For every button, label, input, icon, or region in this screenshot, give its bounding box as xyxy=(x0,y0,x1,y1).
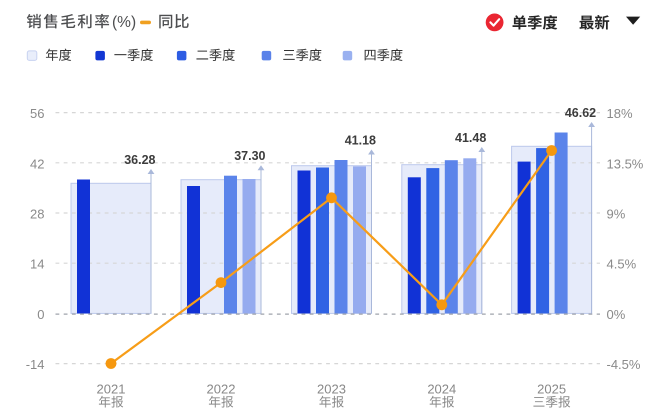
svg-text:41.18: 41.18 xyxy=(345,134,376,148)
svg-text:2021: 2021 xyxy=(97,381,126,396)
svg-text:2025: 2025 xyxy=(537,381,566,396)
svg-text:41.48: 41.48 xyxy=(455,131,486,145)
svg-text:56: 56 xyxy=(30,106,44,121)
svg-text:14: 14 xyxy=(30,257,44,272)
svg-text:13.5%: 13.5% xyxy=(607,156,644,171)
svg-text:-4.5%: -4.5% xyxy=(607,357,641,372)
svg-text:42: 42 xyxy=(30,156,44,171)
svg-text:(%): (%) xyxy=(112,14,136,31)
svg-text:2023: 2023 xyxy=(317,381,346,396)
svg-text:0%: 0% xyxy=(607,307,626,322)
svg-text:0: 0 xyxy=(37,307,44,322)
svg-text:9%: 9% xyxy=(607,207,626,222)
svg-text:46.62: 46.62 xyxy=(565,106,596,120)
svg-text:-14: -14 xyxy=(26,357,45,372)
svg-text:36.28: 36.28 xyxy=(124,153,155,167)
svg-text:28: 28 xyxy=(30,207,44,222)
svg-text:18%: 18% xyxy=(607,106,633,121)
svg-text:2024: 2024 xyxy=(427,381,456,396)
svg-text:37.30: 37.30 xyxy=(234,149,265,163)
svg-text:2022: 2022 xyxy=(207,381,236,396)
svg-text:4.5%: 4.5% xyxy=(607,257,637,272)
